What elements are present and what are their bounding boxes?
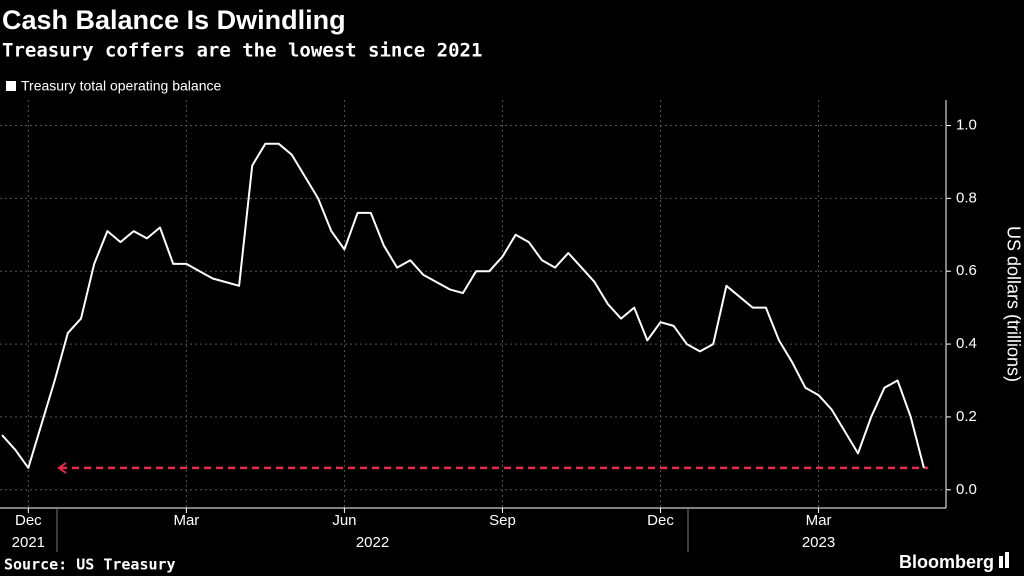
y-tick-label: 0.0 — [956, 481, 977, 498]
x-tick-label: Jun — [332, 512, 356, 529]
x-year-label: 2022 — [356, 534, 389, 551]
reference-arrow — [57, 462, 67, 474]
y-tick-label: 1.0 — [956, 116, 977, 133]
x-year-label: 2021 — [12, 534, 45, 551]
line-series — [1, 142, 925, 469]
x-tick-label: Sep — [489, 512, 516, 529]
legend-label: Treasury total operating balance — [21, 78, 221, 94]
y-tick-label: 0.8 — [956, 189, 977, 206]
x-year-label: 2023 — [802, 534, 835, 551]
y-axis-label: US dollars (trillions) — [1003, 226, 1023, 382]
y-tick-label: 0.2 — [956, 408, 977, 425]
chart-title: Cash Balance Is Dwindling — [2, 5, 346, 35]
x-tick-label: Mar — [173, 512, 199, 529]
brand: Bloomberg — [899, 552, 994, 572]
brand-icon — [1005, 552, 1009, 568]
x-tick-label: Dec — [647, 512, 674, 529]
x-tick-label: Mar — [806, 512, 832, 529]
chart-subtitle: Treasury coffers are the lowest since 20… — [2, 40, 482, 62]
brand-icon — [999, 556, 1003, 568]
source: Source: US Treasury — [4, 556, 176, 574]
y-tick-label: 0.6 — [956, 262, 977, 279]
legend-swatch — [6, 81, 16, 91]
x-tick-label: Dec — [15, 512, 42, 529]
y-tick-label: 0.4 — [956, 335, 977, 352]
